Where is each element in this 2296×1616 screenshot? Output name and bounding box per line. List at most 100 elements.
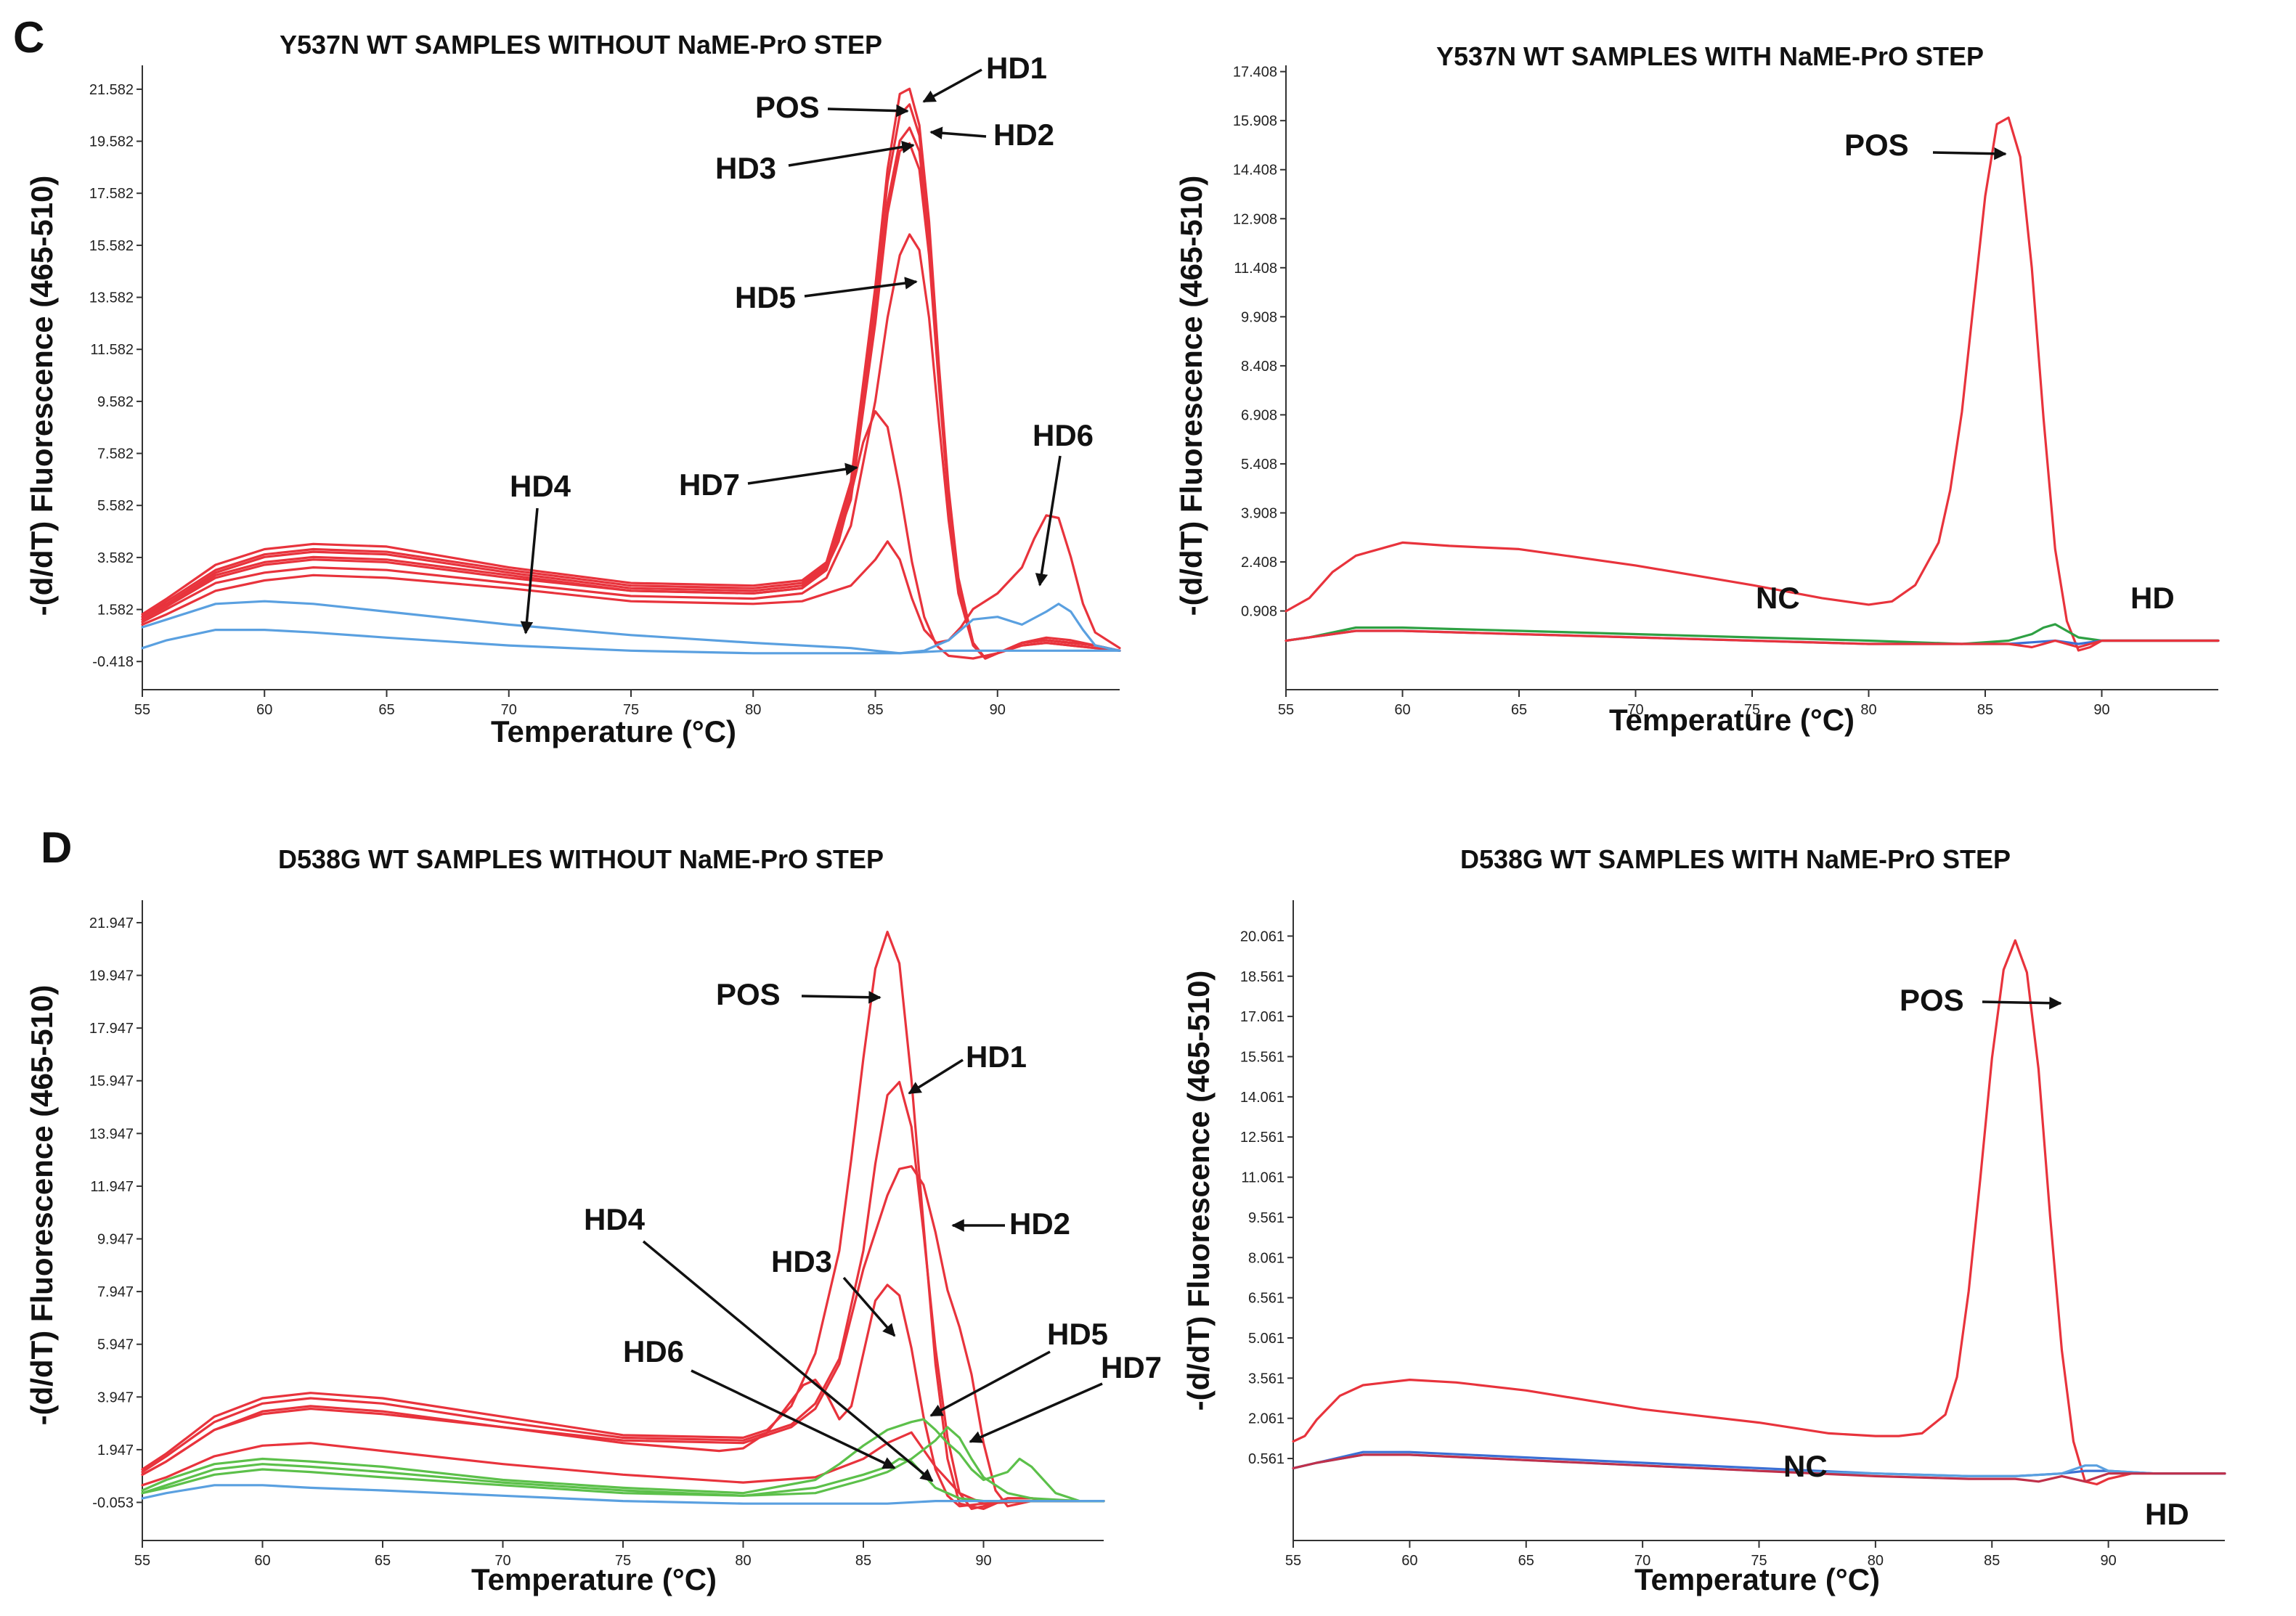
x-axis-title: Temperature (°C) — [1635, 1562, 1880, 1596]
annotation-pos-arrow — [1932, 147, 2007, 160]
annotation-hd4-arrow — [520, 507, 539, 634]
x-tick-label: 80 — [1868, 1553, 1884, 1569]
y-tick-label: 17.582 — [89, 186, 134, 202]
y-tick-label: -0.053 — [92, 1495, 134, 1511]
x-tick-label: 80 — [745, 702, 761, 718]
chart-title: D538G WT SAMPLES WITHOUT NaME-PrO STEP — [278, 844, 884, 874]
y-tick-label: 11.408 — [1234, 261, 1277, 277]
series — [141, 931, 1105, 1510]
x-tick-label: 55 — [1285, 1553, 1301, 1569]
series-hd6-line — [141, 514, 1121, 650]
y-tick-label: 15.582 — [89, 238, 134, 254]
y-tick-label: 19.947 — [89, 968, 134, 984]
annotation-pos-arrow — [827, 104, 909, 118]
x-tick-label: 80 — [735, 1553, 751, 1569]
x-tick-label: 80 — [1860, 702, 1876, 718]
annotation-hd1-arrow — [908, 1058, 964, 1095]
y-tick-label: 1.947 — [97, 1442, 134, 1458]
annotation-hd1: HD1 — [966, 1040, 1027, 1074]
x-tick-label: 75 — [615, 1553, 631, 1569]
y-tick-label: 12.561 — [1240, 1130, 1285, 1146]
annotation-hd3-arrow — [788, 140, 915, 167]
annotation-hd3: HD3 — [715, 151, 776, 185]
annotation-nc: NC — [1783, 1449, 1828, 1483]
annotation-hd5: HD5 — [1047, 1317, 1108, 1351]
annotation-hd3-arrow — [842, 1276, 896, 1337]
series-hd4b-line — [141, 629, 1121, 655]
x-tick-label: 85 — [867, 702, 883, 718]
annotation-hd3: HD3 — [771, 1244, 832, 1278]
series-pos-line — [141, 931, 1105, 1510]
x-ticks: 55 60 65 70 75 80 85 90 — [134, 690, 1006, 718]
x-tick-label: 85 — [1984, 1553, 2000, 1569]
x-tick-label: 65 — [1511, 702, 1527, 718]
annotation-pos: POS — [1844, 128, 1909, 162]
x-tick-label: 90 — [2093, 702, 2109, 718]
y-tick-label: 15.561 — [1240, 1049, 1285, 1065]
series — [1292, 939, 2226, 1486]
y-tick-label: 3.561 — [1248, 1371, 1285, 1387]
y-tick-label: 14.408 — [1233, 163, 1277, 179]
annotation-pos-arrow — [801, 990, 882, 1004]
x-tick-label: 75 — [1751, 1553, 1767, 1569]
x-tick-label: 55 — [134, 1553, 150, 1569]
y-axis-title: -(d/dT) Fluorescence (465-510) — [25, 176, 59, 616]
series-hd-line — [1292, 1453, 2226, 1483]
x-tick-label: 70 — [494, 1553, 510, 1569]
y-tick-label: 0.561 — [1248, 1451, 1285, 1467]
series-hd4-line — [141, 1431, 1105, 1505]
y-axis-title: -(d/dT) Fluorescence (465-510) — [1181, 971, 1216, 1411]
y-tick-label: 1.582 — [97, 603, 134, 619]
x-tick-label: 70 — [1627, 702, 1643, 718]
y-tick-label: 9.561 — [1248, 1210, 1285, 1226]
y-tick-label: 5.061 — [1248, 1331, 1285, 1347]
y-tick-label: 13.947 — [89, 1126, 134, 1142]
x-tick-label: 85 — [855, 1553, 871, 1569]
series-hd7-line — [141, 410, 1121, 660]
y-tick-label: 2.061 — [1248, 1411, 1285, 1427]
y-ticks: 21.947 19.947 17.947 15.947 13.947 11.947 9.94… — [89, 915, 142, 1511]
x-tick-label: 90 — [975, 1553, 991, 1569]
x-tick-label: 70 — [1635, 1553, 1650, 1569]
x-tick-label: 65 — [1518, 1553, 1534, 1569]
series-hd5-line — [141, 233, 1121, 660]
annotation-hd7-arrow — [747, 462, 858, 485]
annotations: POS NC HD — [1756, 128, 2175, 615]
y-tick-label: 17.947 — [89, 1021, 134, 1037]
x-tick-label: 90 — [990, 702, 1006, 718]
series-hd7-line — [141, 1426, 1105, 1503]
x-axis-title: Temperature (°C) — [471, 1562, 717, 1596]
annotation-hd5-arrow — [804, 277, 918, 298]
y-tick-label: 21.947 — [89, 915, 134, 931]
y-tick-label: 11.947 — [90, 1179, 134, 1195]
annotation-hd6: HD6 — [623, 1334, 684, 1368]
annotation-hd5: HD5 — [735, 280, 796, 314]
y-tick-label: 6.908 — [1241, 407, 1277, 423]
chart-title: Y537N WT SAMPLES WITH NaME-PrO STEP — [1436, 41, 1984, 71]
y-tick-label: 20.061 — [1240, 929, 1285, 944]
annotation-hd6-arrow — [1035, 455, 1062, 587]
chart-d538g-with: D538G WT SAMPLES WITH NaME-PrO STEP -(d/… — [1181, 844, 2226, 1596]
annotation-hd2-arrow — [929, 126, 987, 139]
annotation-hd4: HD4 — [510, 469, 571, 503]
y-tick-label: 5.408 — [1241, 457, 1277, 473]
series-hd-red-line — [1285, 629, 2220, 649]
y-tick-label: 13.582 — [89, 290, 134, 306]
x-tick-label: 55 — [134, 702, 150, 718]
y-tick-label: 19.582 — [89, 134, 134, 150]
y-tick-label: 11.582 — [90, 342, 134, 358]
series — [141, 87, 1121, 660]
x-axis-title: Temperature (°C) — [491, 714, 736, 748]
series-pos-line — [1292, 939, 2226, 1486]
annotations: POS HD1 HD2 HD3 HD4 HD6 HD5 HD7 — [584, 977, 1162, 1482]
annotation-hd: HD — [2145, 1497, 2189, 1531]
x-axis-title: Temperature (°C) — [1609, 703, 1855, 737]
annotation-hd6: HD6 — [1033, 418, 1094, 452]
y-axis-title: -(d/dT) Fluorescence (465-510) — [25, 985, 59, 1426]
x-tick-label: 85 — [1977, 702, 1993, 718]
y-axis-title: -(d/dT) Fluorescence (465-510) — [1174, 176, 1208, 616]
annotation-pos: POS — [716, 977, 781, 1011]
annotations: POS HD1 HD2 HD3 HD5 HD7 HD6 HD4 — [510, 51, 1094, 634]
annotation-hd2: HD2 — [1009, 1207, 1070, 1241]
